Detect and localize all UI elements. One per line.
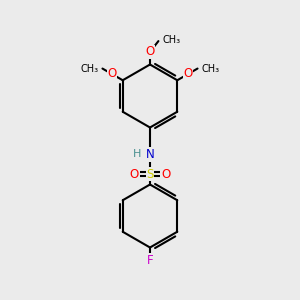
Text: N: N xyxy=(146,148,155,161)
Text: CH₃: CH₃ xyxy=(201,64,219,74)
Text: F: F xyxy=(147,254,153,267)
Text: O: O xyxy=(107,68,116,80)
Text: O: O xyxy=(130,167,139,181)
Text: CH₃: CH₃ xyxy=(81,64,99,74)
Text: H: H xyxy=(133,149,142,159)
Text: O: O xyxy=(184,68,193,80)
Text: O: O xyxy=(161,167,170,181)
Text: CH₃: CH₃ xyxy=(163,34,181,45)
Text: S: S xyxy=(146,167,154,181)
Text: O: O xyxy=(146,45,154,58)
